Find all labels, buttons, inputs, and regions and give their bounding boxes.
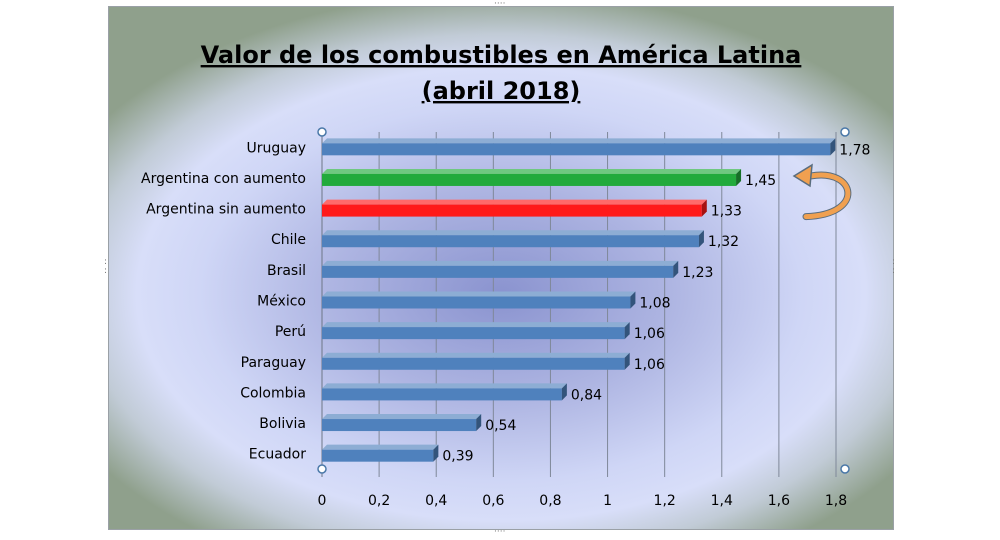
data-label: 1,78 [839,142,870,158]
bar-end-face [561,383,567,401]
category-label: Paraguay [241,355,306,371]
bar-top-face [322,168,742,174]
bar-end-face [630,291,636,309]
chart-title: Valor de los combustibles en América Lat… [201,41,802,105]
bar-front-face [322,327,625,340]
bar [322,291,636,309]
category-label: Perú [275,324,306,340]
bar-top-face [322,199,707,205]
bar-front-face [322,265,674,278]
data-label: 1,06 [634,357,665,373]
bar-top-face [322,352,630,358]
bar-chart: Valor de los combustibles en América Lat… [141,41,870,509]
data-label: 1,33 [711,204,742,220]
category-label: Uruguay [247,140,307,156]
category-label: Argentina sin aumento [146,202,306,218]
category-label: Ecuador [249,447,306,463]
data-label: 0,54 [485,418,516,434]
category-label: México [257,294,306,310]
bar-top-face [322,138,836,144]
x-tick-label: 1,4 [711,493,733,509]
bar-top-face [322,322,630,328]
bar [322,230,704,248]
selection-handles [317,127,850,474]
x-tick-label: 1 [603,493,612,509]
bar-end-face [476,414,482,432]
arrow-head [792,163,813,188]
data-label: 0,84 [571,387,602,403]
bar-front-face [322,143,831,156]
bar [322,322,630,340]
bar-end-face [698,230,704,248]
bar-top-face [322,383,567,389]
chart-title-line-1: Valor de los combustibles en América Lat… [201,41,802,69]
selection-handle[interactable] [840,127,850,137]
x-tick-label: 0,8 [539,493,561,509]
bar [322,383,567,401]
bar-front-face [322,296,631,309]
bar-end-face [736,168,742,186]
category-labels: Uruguay Argentina con aumento Argentina si… [141,140,306,462]
bars: 1,78 1,451,33 1,32 1,23 1,08 1,06 1,06 0,84 0,54… [322,138,870,465]
bar-front-face [322,357,625,370]
selection-handle[interactable] [840,464,850,474]
bar-front-face [322,204,702,217]
category-label: Argentina con aumento [141,171,306,187]
bar-top-face [322,230,704,236]
bar-end-face [433,444,439,462]
bar [322,168,742,186]
frame-handle-top: ···· [494,0,506,9]
bar-front-face [322,449,434,462]
bar [322,414,482,432]
data-label: 1,45 [745,173,776,189]
annotation-arrow-icon [792,163,852,221]
category-label: Brasil [267,263,306,279]
data-label: 1,08 [639,296,670,312]
bar-front-face [322,388,562,401]
data-label: 1,32 [708,234,739,250]
x-tick-label: 0 [318,493,327,509]
data-label: 1,23 [682,265,713,281]
bar-top-face [322,291,636,297]
bar-end-face [701,199,707,217]
x-tick-label: 1,2 [654,493,676,509]
bar [322,260,679,278]
bar-top-face [322,444,439,450]
bar-end-face [830,138,836,156]
frame-handle-left: :: [104,257,108,276]
category-label: Bolivia [259,416,306,432]
bar-top-face [322,260,679,266]
selection-handle[interactable] [317,464,327,474]
bar [322,444,439,462]
bar-end-face [624,322,630,340]
bar-front-face [322,235,699,248]
category-label: Chile [271,232,306,248]
bar [322,352,630,370]
data-label: 0,39 [442,449,473,465]
bar-end-face [673,260,679,278]
chart-title-line-2: (abril 2018) [422,77,581,105]
data-label: 1,06 [634,326,665,342]
x-tick-label: 1,6 [768,493,790,509]
bar-top-face [322,414,482,420]
x-tick-label: 0,2 [368,493,390,509]
bar [322,199,707,217]
frame-handle-right: :: [892,257,896,276]
bar-front-face [322,419,477,432]
x-tick-label: 0,4 [425,493,447,509]
selection-handle[interactable] [317,127,327,137]
x-axis-tick-labels: 0 0,2 0,4 0,6 0,8 1 1,2 1,4 1,6 1,8 [318,493,848,509]
arrow-body [803,172,851,220]
category-label: Colombia [240,385,306,401]
chart-area: Valor de los combustibles en América Lat… [108,6,894,530]
x-tick-label: 0,6 [482,493,504,509]
bar-end-face [624,352,630,370]
bar-front-face [322,173,737,186]
bar [322,138,836,156]
frame-handle-bottom: ···· [494,527,506,537]
x-tick-label: 1,8 [825,493,847,509]
